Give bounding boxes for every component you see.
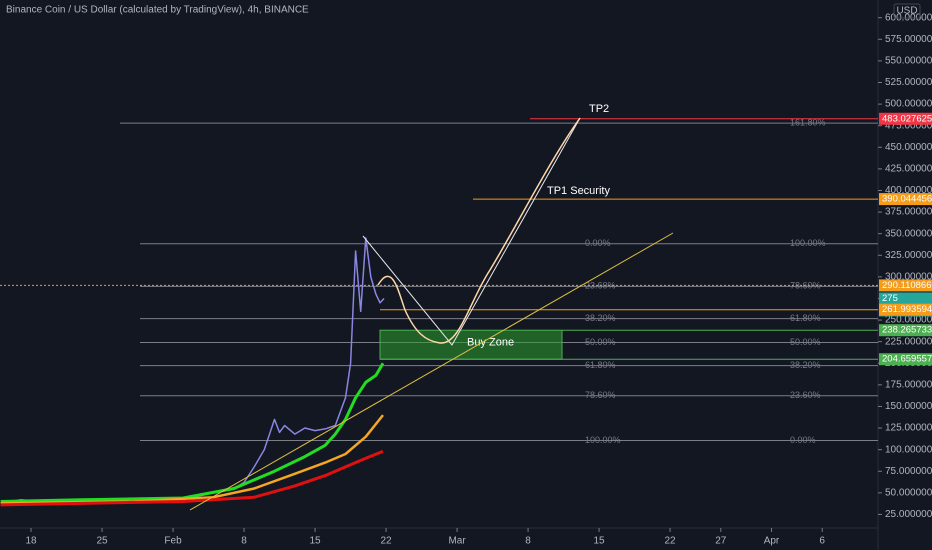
y-tick-label: 500.0000000	[885, 99, 932, 110]
currency: USD	[896, 6, 917, 17]
annotation: TP2	[589, 103, 609, 115]
y-tick-label: 425.0000000	[885, 164, 932, 175]
fib-label: 100.00%	[585, 435, 621, 445]
x-tick-label: 18	[25, 536, 37, 547]
y-tick-label: 100.0000000	[885, 444, 932, 455]
price-badge	[879, 324, 932, 337]
price-badge-label: 238.2657339	[882, 325, 932, 336]
price-badge-label: 204.6595570	[882, 354, 932, 365]
x-tick-label: 25	[96, 536, 108, 547]
x-tick-label: 6	[819, 536, 825, 547]
fib-label: 100.00%	[790, 238, 826, 248]
y-tick-label: 250.0000000	[885, 315, 932, 326]
y-tick-label: 525.0000000	[885, 77, 932, 88]
price-badge-label: 390.0444560	[882, 194, 932, 205]
x-tick-label: 15	[309, 536, 321, 547]
y-tick-label: 400.0000000	[885, 185, 932, 196]
y-tick-label: 50.0000000	[885, 487, 932, 498]
fib-label: 23.60%	[790, 390, 821, 400]
x-tick-label: 22	[665, 536, 677, 547]
annotation: TP1 Security	[547, 185, 610, 197]
x-tick-label: 22	[380, 536, 392, 547]
price-badge	[879, 193, 932, 206]
trendline	[189, 232, 674, 511]
currency-box	[893, 3, 921, 19]
projection-line	[362, 117, 581, 346]
fib-label: 50.00%	[790, 337, 821, 347]
price-badge	[879, 279, 932, 292]
y-tick-label: 450.0000000	[885, 142, 932, 153]
fib-label: 0.00%	[585, 238, 611, 248]
y-tick-label: 175.0000000	[885, 379, 932, 390]
fib-label: 61.80%	[790, 313, 821, 323]
fib-label: 78.60%	[585, 390, 616, 400]
y-tick-label: 375.0000000	[885, 207, 932, 218]
plot: 25.0000000 50.0000000 75.0000000 100.000000…	[0, 12, 932, 547]
x-tick-label: Apr	[764, 536, 780, 547]
chart-title: Binance Coin / US Dollar (calculated by …	[6, 5, 309, 16]
series-line	[0, 414, 384, 505]
y-tick-label: 25.0000000	[885, 509, 932, 520]
x-tick-label: Feb	[164, 536, 182, 547]
y-tick-label: 475.0000000	[885, 120, 932, 131]
fib-label: 38.20%	[585, 313, 616, 323]
y-tick-label: 575.0000000	[885, 34, 932, 45]
price-badge-label: 261.9935944	[882, 304, 932, 315]
x-tick-label: Mar	[448, 536, 466, 547]
fib-label: 50.00%	[585, 337, 616, 347]
y-tick-label: 125.0000000	[885, 423, 932, 434]
price-badge-label: 483.0276250	[882, 113, 932, 124]
y-tick-label: 300.0000000	[885, 272, 932, 283]
series-line	[0, 450, 384, 507]
price-badge-label: 290.1108660	[882, 280, 932, 291]
x-tick-label: 8	[525, 536, 531, 547]
fib-label: 61.80%	[585, 360, 616, 370]
projection-curve	[377, 117, 581, 344]
y-tick-label: 350.0000000	[885, 228, 932, 239]
y-tick-label: 225.0000000	[885, 336, 932, 347]
fib-label: 161.80%	[790, 117, 826, 127]
y-tick-label: 150.0000000	[885, 401, 932, 412]
price-badge	[879, 353, 932, 366]
fib-label: 38.20%	[790, 360, 821, 370]
x-tick-label: 27	[715, 536, 727, 547]
price-badge-label: 275	[882, 293, 898, 304]
price-badge	[879, 112, 932, 125]
fib-label: 0.00%	[790, 435, 816, 445]
x-tick-label: 15	[593, 536, 605, 547]
buy-zone	[379, 329, 563, 360]
price-badge	[879, 303, 932, 316]
y-tick-label: 325.0000000	[885, 250, 932, 261]
x-tick-label: 8	[241, 536, 247, 547]
annotation: Buy Zone	[467, 337, 514, 349]
y-tick-label: 75.0000000	[885, 466, 932, 477]
y-tick-label: 550.0000000	[885, 56, 932, 67]
